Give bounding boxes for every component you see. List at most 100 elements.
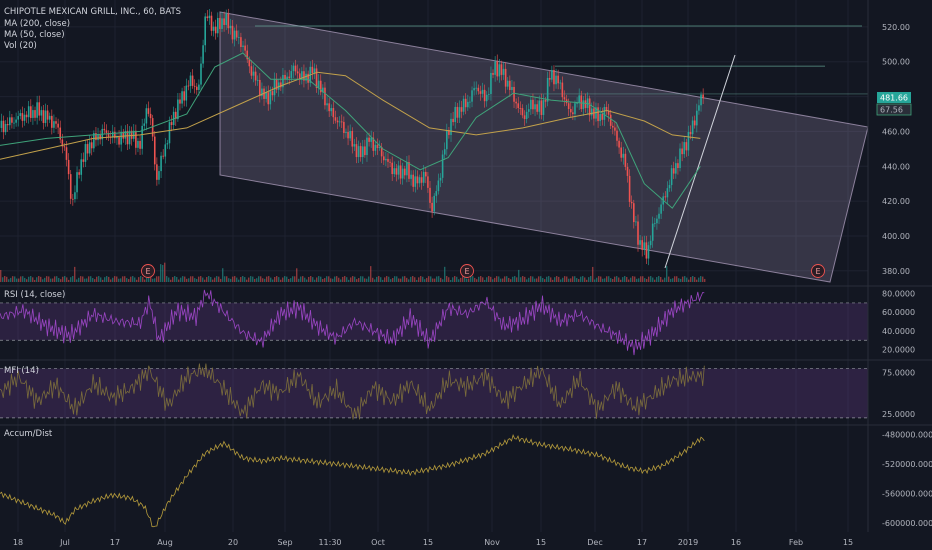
volume-bar: [72, 276, 74, 282]
secondary-price-label: 67.56: [880, 106, 903, 115]
volume-bar: [174, 276, 176, 282]
volume-bar: [436, 276, 438, 282]
volume-bar: [234, 276, 236, 282]
ad-line[interactable]: [0, 434, 705, 528]
ma50-legend[interactable]: MA (50, close): [4, 30, 65, 40]
ad-tick-label: -560000.0000: [882, 490, 932, 499]
volume-bar: [68, 279, 70, 282]
candle-body: [259, 79, 261, 96]
candle-body: [599, 113, 601, 122]
volume-bar: [636, 278, 638, 282]
volume-bar: [130, 276, 132, 282]
volume-bar: [208, 276, 210, 282]
volume-bar: [100, 277, 102, 282]
candle-body: [347, 132, 349, 139]
volume-bar: [570, 278, 572, 282]
earnings-marker[interactable]: E: [141, 264, 155, 278]
volume-bar: [358, 278, 360, 282]
volume-bar: [48, 276, 50, 282]
volume-bar: [458, 279, 460, 282]
ad-title[interactable]: Accum/Dist: [4, 429, 53, 439]
candle-body: [6, 124, 9, 126]
candle-body: [675, 163, 677, 174]
candle-body: [502, 68, 505, 75]
earnings-marker-circle: [811, 264, 825, 278]
volume-bar: [400, 278, 402, 282]
candle-body: [9, 117, 11, 126]
candle-body: [72, 198, 74, 200]
volume-bar: [312, 277, 314, 282]
volume-bar: [654, 279, 656, 282]
volume-bar: [492, 279, 494, 282]
candle-body: [265, 92, 267, 99]
candle-body: [578, 95, 580, 104]
volume-bar: [294, 276, 296, 282]
candle-body: [683, 142, 686, 155]
mfi-pane[interactable]: [0, 363, 868, 420]
vol-legend[interactable]: Vol (20): [4, 41, 37, 51]
candle-body: [668, 185, 671, 189]
candle-body: [328, 103, 330, 112]
volume-bar: [622, 277, 624, 282]
candle-body: [57, 123, 59, 128]
candle-body: [149, 113, 152, 119]
candle-body: [437, 180, 440, 192]
earnings-marker[interactable]: E: [811, 264, 825, 278]
volume-bar: [506, 276, 508, 282]
candle-body: [0, 120, 3, 128]
volume-bar: [624, 276, 626, 282]
ma50-line[interactable]: [0, 52, 701, 209]
volume-bar: [520, 277, 522, 282]
rsi-title[interactable]: RSI (14, close): [4, 290, 65, 300]
ad-pane[interactable]: [0, 434, 705, 528]
volume-bar: [638, 278, 640, 282]
mfi-title[interactable]: MFI (14): [4, 366, 39, 376]
volume-bar: [26, 279, 28, 282]
candle-body: [30, 106, 32, 118]
volume-bar: [420, 276, 422, 282]
candle-body: [326, 103, 328, 106]
symbol-title: CHIPOTLE MEXICAN GRILL, INC., 60, BATS: [4, 7, 181, 17]
x-tick-label: 18: [13, 538, 23, 547]
trendline[interactable]: [664, 54, 736, 269]
volume-bar: [236, 277, 238, 282]
rsi-line[interactable]: [0, 289, 705, 356]
mfi-line[interactable]: [0, 363, 705, 420]
earnings-marker[interactable]: E: [460, 264, 474, 278]
descending-channel[interactable]: [219, 11, 869, 283]
x-tick-label: 11:30: [318, 538, 341, 547]
candle-body: [628, 175, 631, 202]
volume-bar: [416, 279, 418, 282]
candle-body: [223, 18, 225, 26]
rsi-pane[interactable]: [0, 289, 868, 356]
candle-body: [38, 102, 41, 116]
ma200-legend[interactable]: MA (200, close): [4, 19, 70, 29]
candle-body: [42, 110, 45, 123]
candle-body: [65, 147, 68, 160]
volume-bar: [462, 276, 464, 282]
candle-body: [250, 66, 253, 76]
candle-body: [162, 155, 164, 157]
volume-bar: [424, 279, 426, 282]
volume-bar: [518, 269, 520, 282]
candle-body: [13, 122, 15, 124]
candle-body: [273, 79, 276, 96]
volume-bar: [188, 278, 190, 282]
volume-bar: [210, 277, 212, 282]
candle-body: [219, 18, 221, 29]
candle-body: [221, 18, 223, 29]
volume-bar: [102, 279, 104, 282]
ma200-line[interactable]: [0, 71, 701, 160]
volume-bar: [580, 276, 582, 282]
candles: [0, 8, 704, 266]
candle-body: [353, 144, 356, 147]
candle-body: [25, 114, 28, 118]
volume-bar: [474, 277, 476, 282]
candle-body: [313, 68, 316, 74]
volume-bar: [164, 262, 166, 282]
candle-body: [651, 223, 654, 241]
volume-bar: [128, 279, 130, 282]
volume-bar: [124, 276, 126, 282]
